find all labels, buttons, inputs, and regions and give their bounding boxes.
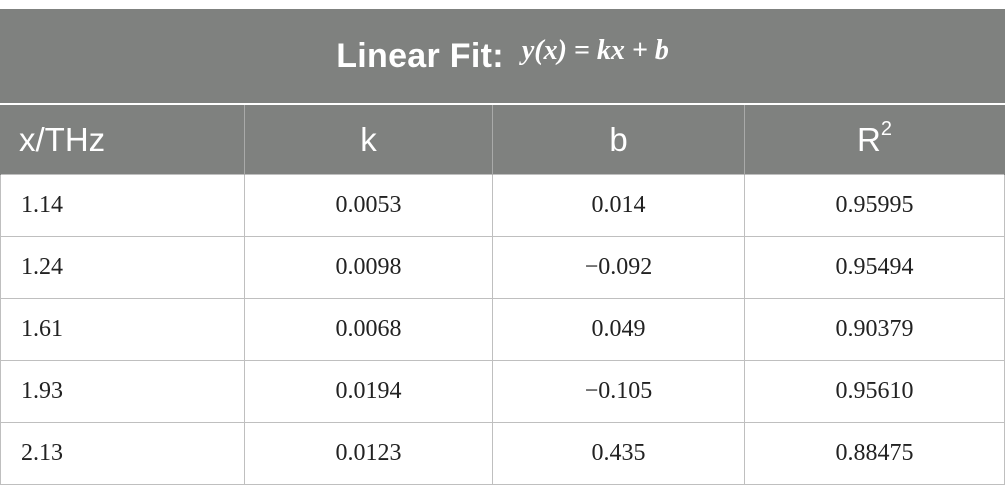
header-r2: R2 bbox=[743, 103, 1005, 175]
cell-k: 0.0068 bbox=[244, 298, 493, 361]
table-row: 1.24 0.0098 −0.092 0.95494 bbox=[0, 236, 1005, 299]
cell-r2: 0.95610 bbox=[743, 360, 1005, 423]
cell-b: 0.049 bbox=[492, 298, 745, 361]
cell-r2: 0.88475 bbox=[743, 422, 1005, 485]
header-r2-base: R bbox=[857, 120, 881, 158]
cell-x: 1.93 bbox=[0, 360, 245, 423]
header-x: x/THz bbox=[0, 103, 245, 175]
cell-b: −0.105 bbox=[492, 360, 745, 423]
cell-r2: 0.95494 bbox=[743, 236, 1005, 299]
table-row: 1.93 0.0194 −0.105 0.95610 bbox=[0, 360, 1005, 423]
cell-x: 1.14 bbox=[0, 174, 245, 237]
header-b: b bbox=[492, 103, 745, 175]
cell-k: 0.0123 bbox=[244, 422, 493, 485]
cell-k: 0.0098 bbox=[244, 236, 493, 299]
header-r2-superscript: 2 bbox=[880, 117, 892, 140]
cell-r2: 0.90379 bbox=[743, 298, 1005, 361]
table-title-cell: Linear Fit: y(x) = kx + b bbox=[0, 9, 1005, 105]
cell-x: 1.24 bbox=[0, 236, 245, 299]
cell-b: −0.092 bbox=[492, 236, 745, 299]
linear-fit-table: Linear Fit: y(x) = kx + b x/THz k b R2 1.… bbox=[0, 9, 1005, 485]
cell-r2: 0.95995 bbox=[743, 174, 1005, 237]
fit-formula: y(x) = kx + b bbox=[521, 34, 669, 66]
cell-b: 0.014 bbox=[492, 174, 745, 237]
cell-b: 0.435 bbox=[492, 422, 745, 485]
header-k: k bbox=[244, 103, 493, 175]
column-header-row: x/THz k b R2 bbox=[0, 103, 1005, 175]
cell-x: 2.13 bbox=[0, 422, 245, 485]
cell-x: 1.61 bbox=[0, 298, 245, 361]
table-row: 1.61 0.0068 0.049 0.90379 bbox=[0, 298, 1005, 361]
cell-k: 0.0053 bbox=[244, 174, 493, 237]
table-title: Linear Fit: bbox=[336, 37, 504, 75]
cell-k: 0.0194 bbox=[244, 360, 493, 423]
table-title-row: Linear Fit: y(x) = kx + b bbox=[0, 9, 1005, 105]
table-row: 1.14 0.0053 0.014 0.95995 bbox=[0, 174, 1005, 237]
table-row: 2.13 0.0123 0.435 0.88475 bbox=[0, 422, 1005, 485]
